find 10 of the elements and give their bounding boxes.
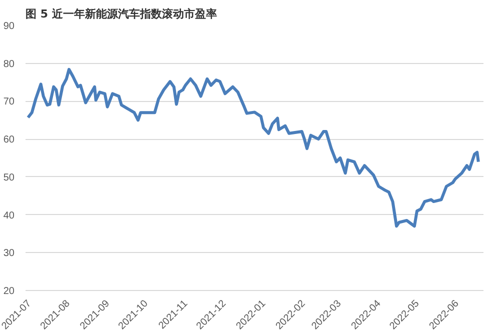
y-tick-label: 40 — [3, 210, 15, 222]
y-tick-label: 50 — [3, 172, 15, 184]
y-tick-label: 60 — [3, 134, 15, 146]
y-tick-label: 80 — [3, 58, 15, 70]
y-tick-label: 30 — [3, 248, 15, 260]
y-tick-label: 70 — [3, 96, 15, 108]
y-tick-label: 20 — [3, 286, 15, 297]
y-tick-label: 90 — [3, 21, 15, 32]
line-series — [26, 68, 480, 228]
chart-title: 图 5 近一年新能源汽车指数滚动市盈率 — [26, 8, 217, 20]
